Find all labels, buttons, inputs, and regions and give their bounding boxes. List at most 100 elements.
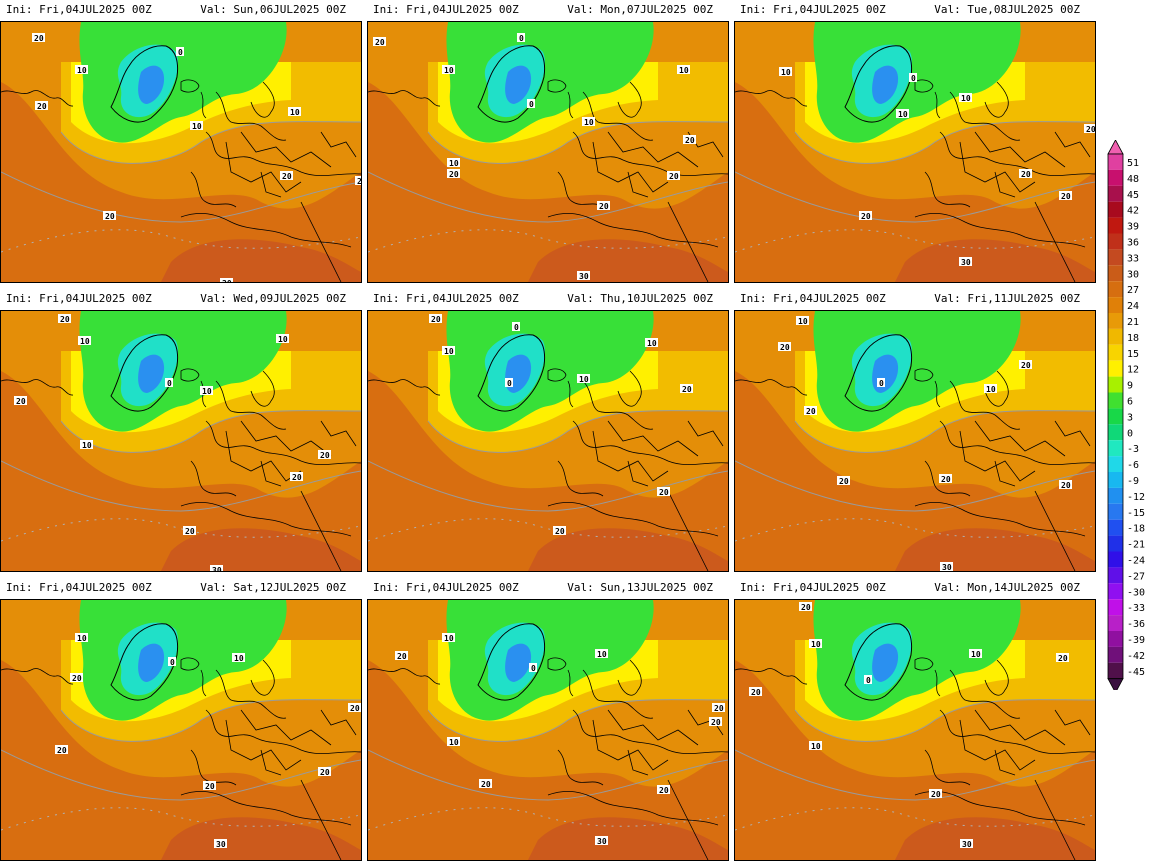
contour-label-bg <box>442 346 455 355</box>
panel-header: Ini: Fri,04JUL2025 00Z Val: Sat,12JUL202… <box>0 578 362 598</box>
contour-label: 10 <box>444 66 454 75</box>
contour-label-bg <box>680 384 693 393</box>
contour-label: 30 <box>212 566 222 571</box>
greenland-coastline <box>844 623 913 701</box>
colorbar-swatch <box>1108 249 1123 266</box>
isotherm-line <box>427 699 728 742</box>
colorbar-label: 51 <box>1127 158 1139 169</box>
contour-label-bg <box>595 649 608 658</box>
temperature-map: 20 10 10 0 10 20 10 20 20 20 30 <box>0 310 362 572</box>
contour-label-bg <box>168 657 176 666</box>
contour-label: 20 <box>599 202 609 211</box>
canada-coastline <box>735 379 808 396</box>
iceland-outline <box>914 79 934 93</box>
contour-label: 20 <box>1021 170 1031 179</box>
contour-label: 10 <box>192 122 202 131</box>
country-borders <box>547 370 728 571</box>
contour-label-bg <box>32 33 45 42</box>
greenland-coastline <box>110 334 179 412</box>
contour-label-bg <box>657 487 670 496</box>
forecast-panel: Ini: Fri,04JUL2025 00Z Val: Mon,14JUL202… <box>734 578 1096 862</box>
greenland-coldest <box>138 643 165 682</box>
contour-labels: 20 10 0 10 20 20 10 20 30 <box>749 602 1069 849</box>
contour-label-bg <box>527 99 535 108</box>
colorbar-swatch <box>1108 376 1123 393</box>
contour-label-bg <box>667 171 680 180</box>
hot-zone <box>735 660 1095 860</box>
forecast-panel: Ini: Fri,04JUL2025 00Z Val: Tue,08JUL202… <box>734 0 1096 284</box>
temperature-map: 20 10 0 0 10 10 10 20 20 20 20 30 <box>367 21 729 283</box>
contour-label: 20 <box>292 473 302 482</box>
isotherm-line <box>368 460 728 512</box>
contour-label: 10 <box>811 640 821 649</box>
init-time-label: Ini: Fri,04JUL2025 00Z <box>740 581 886 594</box>
contour-labels: 20 10 10 0 10 20 10 20 20 20 30 <box>14 314 331 571</box>
colorbar-label: 12 <box>1127 365 1139 376</box>
iceland-outline <box>547 657 567 671</box>
isotherm-line <box>427 121 728 164</box>
hottest-zone <box>161 817 361 860</box>
contour-label-bg <box>960 839 973 848</box>
colorbar-label: 3 <box>1127 412 1133 423</box>
contour-label-bg <box>190 121 203 130</box>
forecast-panel: Ini: Fri,04JUL2025 00Z Val: Fri,11JUL202… <box>734 289 1096 573</box>
contour-label-bg <box>929 789 942 798</box>
contour-label: 10 <box>77 634 87 643</box>
contour-label-bg <box>442 65 455 74</box>
country-borders <box>180 81 361 282</box>
colorbar-swatch <box>1108 583 1123 600</box>
isotherm-line <box>735 460 1095 512</box>
contour-label-bg <box>290 472 303 481</box>
contour-label-bg <box>984 384 997 393</box>
contour-label-bg <box>877 378 885 387</box>
panel-header: Ini: Fri,04JUL2025 00Z Val: Mon,14JUL202… <box>734 578 1096 598</box>
hot-zone <box>368 660 728 860</box>
iceland-outline <box>180 657 200 671</box>
contour-label: 20 <box>780 343 790 352</box>
country-borders <box>180 370 361 571</box>
canada-coastline <box>1 668 74 685</box>
colorbar-swatch <box>1108 344 1123 361</box>
contour-label: 0 <box>531 664 536 673</box>
contour-label-bg <box>479 779 492 788</box>
colorbar-swatch <box>1108 472 1123 488</box>
colorbar-swatch <box>1108 408 1123 425</box>
colorbar-swatch <box>1108 169 1123 186</box>
init-time-label: Ini: Fri,04JUL2025 00Z <box>740 292 886 305</box>
isotherm-line <box>60 410 361 453</box>
contour-label: 20 <box>34 34 44 43</box>
hottest-zone <box>895 239 1095 282</box>
contour-label-bg <box>864 675 872 684</box>
contour-label-bg <box>318 450 331 459</box>
contour-label: 20 <box>350 704 360 713</box>
contour-label: 20 <box>60 315 70 324</box>
contour-label-bg <box>939 474 952 483</box>
colorbar-swatch <box>1108 154 1123 170</box>
greenland-coastline <box>110 623 179 701</box>
isotherm-line <box>1 807 361 831</box>
colorbar-label: -21 <box>1127 540 1145 551</box>
contour-label: 0 <box>519 34 524 43</box>
contour-label-bg <box>779 67 792 76</box>
contour-label-bg <box>55 745 68 754</box>
contour-label: 10 <box>961 94 971 103</box>
greenland-coastline <box>110 45 179 123</box>
hottest-zone <box>895 817 1095 860</box>
panel-header: Ini: Fri,04JUL2025 00Z Val: Thu,10JUL202… <box>367 289 729 309</box>
temperature-map: 10 20 0 10 20 20 20 20 30 <box>0 599 362 861</box>
contour-label-bg <box>14 396 27 405</box>
contour-label-bg <box>200 386 213 395</box>
contour-labels: 20 10 10 0 20 20 10 20 20 30 <box>395 633 725 846</box>
contour-label-bg <box>683 135 696 144</box>
contour-label: 10 <box>77 66 87 75</box>
canada-coastline <box>735 668 808 685</box>
contour-label: 30 <box>962 840 972 849</box>
panel-header: Ini: Fri,04JUL2025 00Z Val: Sun,13JUL202… <box>367 578 729 598</box>
forecast-panel: Ini: Fri,04JUL2025 00Z Val: Thu,10JUL202… <box>367 289 729 573</box>
colorbar-swatch <box>1108 662 1123 679</box>
contour-label-bg <box>517 33 525 42</box>
hottest-zone <box>528 817 728 860</box>
contour-labels: 10 20 0 10 20 20 20 20 30 <box>55 633 361 849</box>
contour-label: 20 <box>357 177 361 186</box>
valid-time-label: Val: Sun,06JUL2025 00Z <box>200 3 346 16</box>
